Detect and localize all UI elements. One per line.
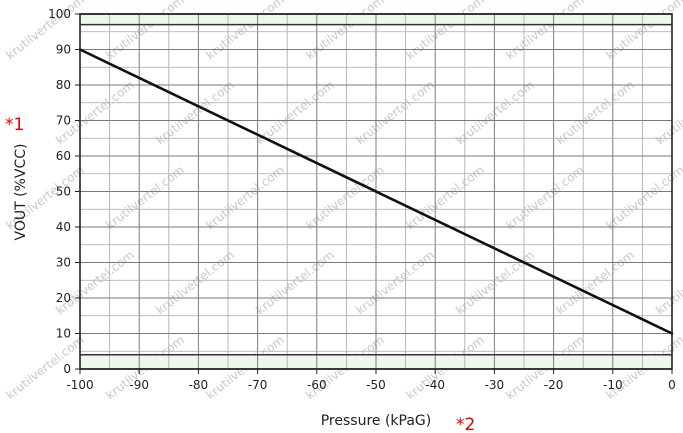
watermark-text: krutilvertel.com: [3, 0, 87, 62]
x-tick-label: -40: [425, 378, 445, 392]
watermark-text: krutilvertel.com: [503, 163, 587, 233]
y-tick-label: 50: [56, 185, 71, 199]
watermark-text: krutilvertel.com: [653, 78, 683, 148]
y-tick-label: 20: [56, 291, 71, 305]
watermark-text: krutilvertel.com: [303, 163, 387, 233]
watermark-text: krutilvertel.com: [403, 0, 487, 62]
y-tick-label: 100: [48, 7, 71, 21]
series-layer: [78, 48, 674, 335]
watermark-text: krutilvertel.com: [353, 248, 437, 318]
watermark-text: krutilvertel.com: [253, 78, 337, 148]
tick-labels: -100 -90 -80 -70 -60 -50 -40 -30 -20 -10 001020304…: [48, 7, 676, 392]
x-tick-label: -20: [544, 378, 564, 392]
y-tick-label: 80: [56, 78, 71, 92]
x-tick-label: -30: [485, 378, 505, 392]
watermark-text: krutilvertel.com: [303, 0, 387, 62]
y-tick-label: 10: [56, 327, 71, 341]
watermark-text: krutilvertel.com: [203, 0, 287, 62]
watermark-text: krutilvertel.com: [353, 78, 437, 148]
series-line: [78, 48, 674, 335]
x-tick-label: -90: [129, 378, 149, 392]
x-tick-label: -80: [189, 378, 209, 392]
watermark-text: krutilvertel.com: [153, 78, 237, 148]
watermark-text: krutilvertel.com: [503, 0, 587, 62]
y-tick-label: 90: [56, 43, 71, 57]
x-tick-label: -70: [248, 378, 268, 392]
x-tick-label: -10: [603, 378, 623, 392]
annotation-marker-2: *2: [456, 415, 475, 433]
y-axis-label: VOUT (%VCC): [13, 144, 29, 241]
watermark-text: krutilvertel.com: [253, 248, 337, 318]
x-tick-label: -100: [66, 378, 93, 392]
watermark-text: krutilvertel.com: [603, 0, 683, 62]
watermark-text: krutilvertel.com: [103, 163, 187, 233]
watermark-text: krutilvertel.com: [203, 163, 287, 233]
watermark-text: krutilvertel.com: [153, 248, 237, 318]
x-tick-label: 0: [668, 378, 676, 392]
watermark-text: krutilvertel.com: [403, 163, 487, 233]
x-tick-label: -60: [307, 378, 327, 392]
x-axis-label: Pressure (kPaG): [321, 413, 432, 429]
watermark-text: krutilvertel.com: [103, 0, 187, 62]
watermark-text: krutilvertel.com: [553, 78, 637, 148]
annotation-marker-1: *1: [5, 115, 24, 135]
watermark-text: krutilvertel.com: [603, 163, 683, 233]
y-tick-label: 60: [56, 149, 71, 163]
y-tick-label: 70: [56, 114, 71, 128]
y-tick-label: 40: [56, 220, 71, 234]
y-tick-label: 0: [63, 362, 71, 376]
x-tick-label: -50: [366, 378, 386, 392]
plot-frame: [79, 13, 673, 370]
plot-border: [79, 13, 673, 370]
y-tick-label: 30: [56, 256, 71, 270]
watermark-text: krutilvertel.com: [653, 248, 683, 318]
